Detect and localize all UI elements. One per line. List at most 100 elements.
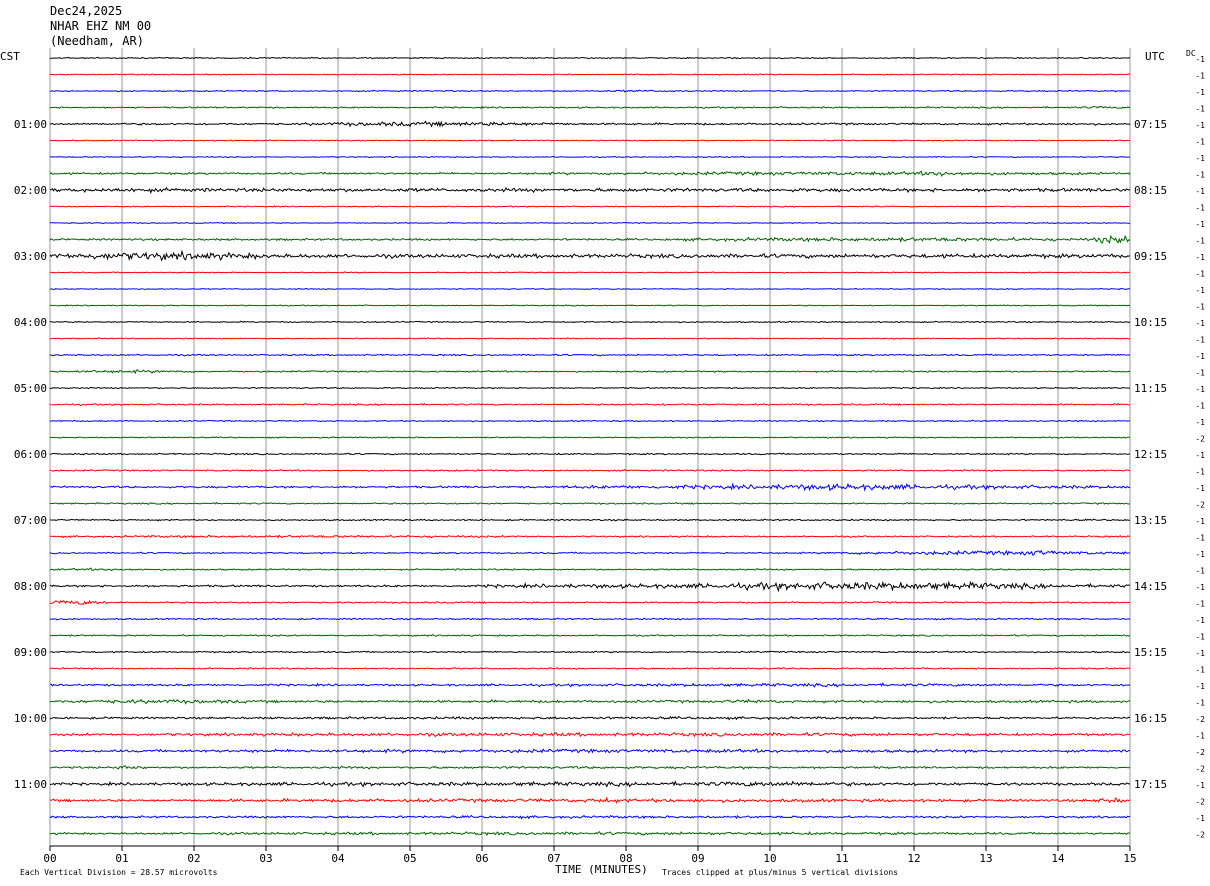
seismic-trace — [49, 796, 1131, 805]
seismic-trace — [49, 120, 1131, 128]
dc-offset-label: -1 — [1195, 237, 1205, 246]
x-tick-label: 01 — [115, 852, 128, 865]
x-tick-label: 10 — [763, 852, 776, 865]
utc-time-label: 17:15 — [1134, 778, 1167, 791]
dc-offset-label: -1 — [1195, 220, 1205, 229]
clip-note: Traces clipped at plus/minus 5 vertical … — [662, 868, 898, 877]
x-tick-label: 13 — [979, 852, 992, 865]
dc-offset-label: -1 — [1195, 484, 1205, 493]
cst-time-label: 04:00 — [14, 316, 47, 329]
x-tick-label: 12 — [907, 852, 920, 865]
dc-offset-label: -1 — [1195, 187, 1205, 196]
utc-time-label: 14:15 — [1134, 580, 1167, 593]
x-axis-title: TIME (MINUTES) — [555, 863, 648, 876]
utc-time-label: 13:15 — [1134, 514, 1167, 527]
seismic-trace — [49, 534, 1131, 539]
seismic-trace — [49, 186, 1131, 195]
cst-time-label: 05:00 — [14, 382, 47, 395]
utc-time-label: 16:15 — [1134, 712, 1167, 725]
dc-offset-label: -2 — [1195, 501, 1205, 510]
dc-offset-label: -1 — [1195, 616, 1205, 625]
dc-offset-label: -1 — [1195, 666, 1205, 675]
seismic-trace — [49, 452, 1131, 456]
cst-time-label: 02:00 — [14, 184, 47, 197]
dc-offset-label: -1 — [1195, 336, 1205, 345]
seismic-trace — [49, 830, 1131, 837]
dc-offset-label: -1 — [1195, 418, 1205, 427]
header-location: (Needham, AR) — [50, 34, 144, 48]
scale-note: Each Vertical Division = 28.57 microvolt… — [20, 868, 218, 877]
seismic-trace — [49, 419, 1131, 423]
x-tick-label: 07 — [547, 852, 560, 865]
seismic-trace — [49, 155, 1131, 159]
seismic-trace — [49, 518, 1131, 522]
dc-offset-label: -1 — [1195, 451, 1205, 460]
seismic-trace — [49, 287, 1131, 291]
dc-offset-label: -1 — [1195, 385, 1205, 394]
utc-time-label: 12:15 — [1134, 448, 1167, 461]
seismic-trace — [49, 139, 1131, 142]
seismic-trace — [49, 73, 1131, 76]
dc-offset-label: -1 — [1195, 319, 1205, 328]
dc-offset-label: -1 — [1195, 72, 1205, 81]
seismic-trace — [49, 814, 1131, 820]
seismic-trace — [49, 468, 1131, 473]
header-date: Dec24,2025 — [50, 4, 122, 18]
seismic-trace — [49, 765, 1131, 770]
x-tick-label: 04 — [331, 852, 345, 865]
seismic-trace — [49, 105, 1131, 110]
cst-time-label: 08:00 — [14, 580, 47, 593]
seismic-trace — [49, 666, 1131, 671]
x-tick-label: 09 — [691, 852, 704, 865]
seismic-trace — [49, 221, 1131, 225]
seismic-trace — [49, 650, 1131, 654]
dc-offset-label: -1 — [1195, 105, 1205, 114]
x-tick-label: 11 — [835, 852, 848, 865]
seismic-trace — [49, 353, 1131, 357]
dc-offset-label: -1 — [1195, 121, 1205, 130]
dc-offset-label: -1 — [1195, 649, 1205, 658]
dc-offset-label: -1 — [1195, 402, 1205, 411]
cst-time-label: 09:00 — [14, 646, 47, 659]
hour-labels: 01:00 02:00 03:00 04:00 05:00 06:00 07:00 08:00… — [14, 55, 1205, 840]
time-axis: 00 01 02 03 04 05 06 07 08 09 10 11 12 13 14 15 — [43, 845, 1137, 865]
x-tick-label: 06 — [475, 852, 488, 865]
seismic-trace — [49, 320, 1131, 324]
dc-offset-label: -1 — [1195, 55, 1205, 64]
seismic-trace — [49, 482, 1131, 492]
cst-time-label: 06:00 — [14, 448, 47, 461]
dc-offset-label: -1 — [1195, 583, 1205, 592]
seismic-trace — [49, 731, 1131, 738]
dc-offset-label: -1 — [1195, 781, 1205, 790]
x-tick-label: 08 — [619, 852, 632, 865]
seismic-trace — [49, 501, 1131, 506]
dc-offset-label: -1 — [1195, 352, 1205, 361]
right-axis-title: UTC — [1145, 50, 1165, 63]
dc-offset-label: -2 — [1195, 798, 1205, 807]
dc-offset-label: -1 — [1195, 633, 1205, 642]
dc-offset-label: -1 — [1195, 600, 1205, 609]
seismic-trace — [49, 304, 1131, 307]
seismic-trace — [49, 249, 1131, 262]
dc-offset-label: -2 — [1195, 765, 1205, 774]
seismic-trace — [49, 549, 1130, 556]
dc-offset-label: -2 — [1195, 435, 1205, 444]
seismic-trace — [49, 271, 1131, 274]
cst-time-label: 10:00 — [14, 712, 47, 725]
seismic-trace — [49, 89, 1131, 93]
left-axis-title: CST — [0, 50, 20, 63]
dc-offset-label: -2 — [1195, 715, 1205, 724]
cst-time-label: 03:00 — [14, 250, 47, 263]
dc-offset-label: -1 — [1195, 270, 1205, 279]
utc-time-label: 10:15 — [1134, 316, 1167, 329]
seismic-trace — [49, 369, 1131, 375]
x-tick-label: 15 — [1123, 852, 1136, 865]
seismic-trace — [49, 337, 1131, 340]
seismic-trace — [49, 780, 1131, 788]
seismic-trace — [49, 580, 1131, 593]
seismic-trace — [49, 436, 1131, 439]
utc-time-label: 07:15 — [1134, 118, 1167, 131]
x-tick-label: 02 — [187, 852, 200, 865]
dc-offset-label: -1 — [1195, 204, 1205, 213]
